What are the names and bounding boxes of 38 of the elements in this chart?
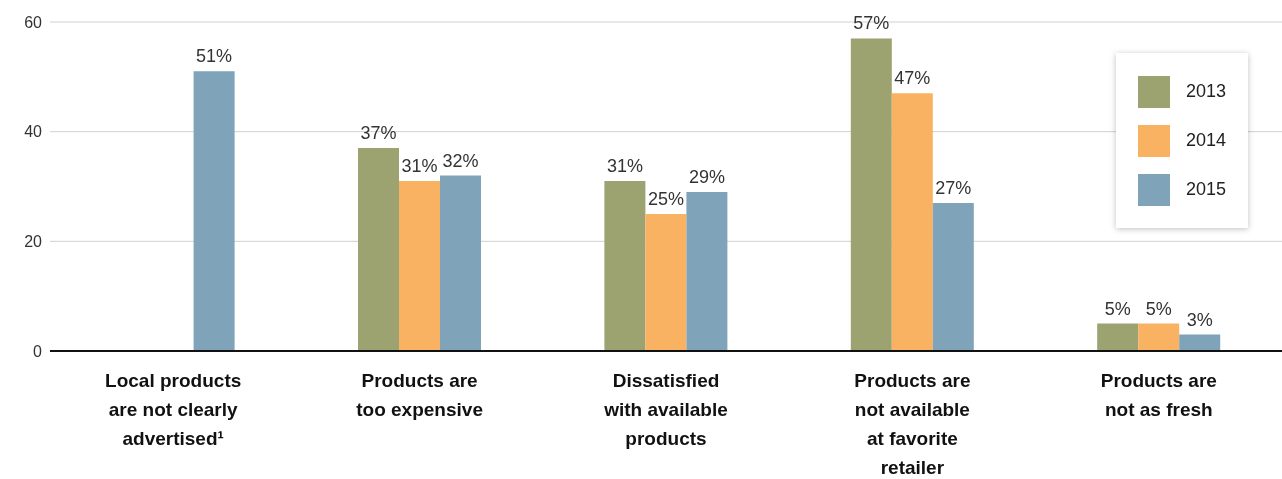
bar	[891, 93, 933, 351]
data-label: 27%	[935, 177, 972, 198]
bar	[358, 148, 399, 351]
x-tick-label: Products are too expensive	[356, 370, 483, 420]
data-label: 5%	[1104, 298, 1131, 319]
y-tick-label: 40	[24, 123, 43, 141]
data-label: 31%	[606, 156, 643, 177]
bar	[440, 175, 481, 351]
data-label: 37%	[360, 123, 397, 144]
bar	[850, 38, 892, 351]
x-tick-label: Local products are not clearly advertised¹	[105, 370, 242, 449]
legend-label: 2015	[1185, 179, 1226, 200]
data-label: 25%	[647, 188, 684, 209]
x-tick-label: Products are not available at favorite retailer	[854, 370, 971, 478]
y-tick-label: 0	[33, 342, 43, 360]
y-tick-label: 60	[24, 13, 43, 31]
x-tick-label: Products are not as fresh	[1100, 370, 1217, 420]
data-label: 51%	[196, 46, 233, 67]
data-label: 31%	[401, 156, 438, 177]
bar	[645, 213, 687, 351]
bar	[686, 191, 728, 351]
bar	[193, 71, 235, 351]
bar	[604, 181, 646, 351]
legend-label: 2014	[1185, 130, 1226, 151]
data-label: 29%	[688, 166, 725, 187]
data-label: 32%	[442, 150, 479, 171]
bar	[1097, 323, 1139, 351]
data-label: 5%	[1145, 298, 1172, 319]
bar	[399, 181, 440, 351]
x-tick-label: Dissatisfied with available products	[603, 370, 728, 449]
bar	[1138, 323, 1180, 351]
bar	[932, 202, 974, 351]
y-tick-label: 20	[24, 233, 43, 251]
data-label: 57%	[853, 13, 890, 34]
data-label: 3%	[1186, 309, 1213, 330]
legend-label: 2013	[1185, 81, 1226, 102]
bar	[1179, 334, 1221, 351]
data-label: 47%	[894, 68, 931, 89]
